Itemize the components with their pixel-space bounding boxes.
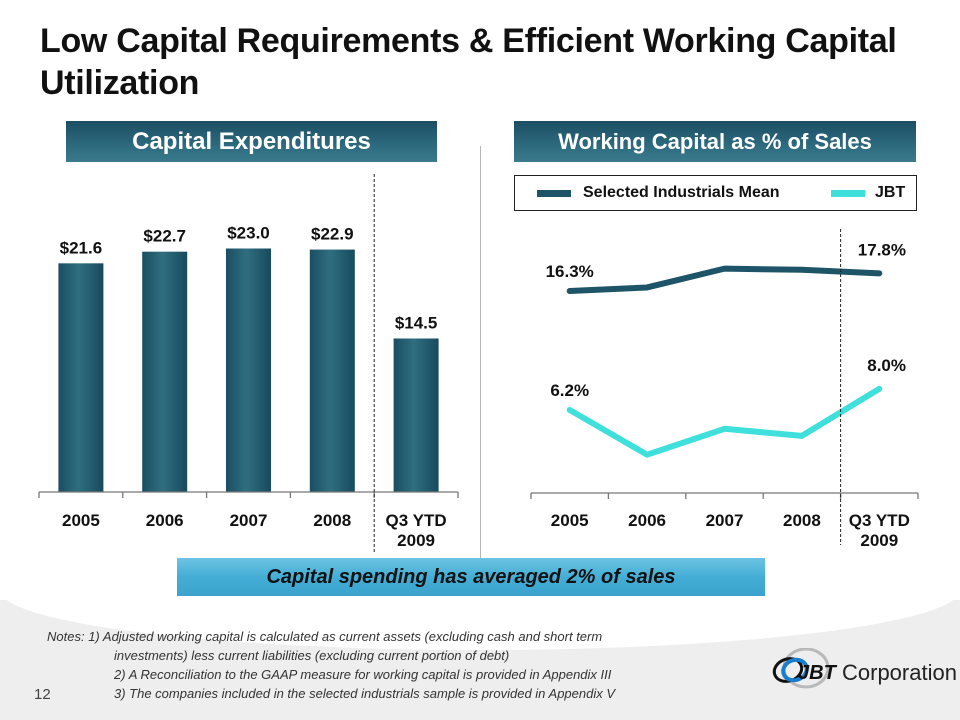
logo-text: Corporation (842, 660, 957, 685)
x-tick-label: 2006 (628, 511, 666, 530)
working-capital-chart: 16.3% 17.8% 6.2% 8.0% 2005 2006 2007 2008 Q3 YTD… (530, 229, 919, 550)
x-tick-label: Q3 YTD (849, 511, 910, 530)
bar-data-label: $23.0 (227, 224, 270, 243)
legend-label-mean: Selected Industrials Mean (583, 184, 780, 201)
x-tick-label: 2005 (62, 511, 100, 530)
x-tick-label: 2007 (230, 511, 268, 530)
logo-mark: JBT (798, 662, 838, 684)
x-tick-label: 2007 (706, 511, 744, 530)
bar-data-label: $22.9 (311, 225, 354, 244)
capex-chart: $21.6 $22.7 $23.0 $22.9 $14.5 2005 2006 2007 200… (38, 174, 459, 552)
x-tick-label: 2006 (146, 511, 184, 530)
legend-label-jbt: JBT (875, 184, 906, 201)
notes-prefix: Notes: (47, 629, 85, 644)
line-data-label: 16.3% (546, 262, 594, 281)
slide-title: Low Capital Requirements & Efficient Wor… (40, 22, 897, 102)
x-tick-label: 2008 (313, 511, 351, 530)
bar (142, 251, 188, 492)
legend-swatch-mean (537, 190, 571, 197)
footnotes: Notes: 1) Adjusted working capital is ca… (47, 627, 747, 703)
x-tick-label: 2009 (860, 531, 898, 550)
bar-data-label: $22.7 (143, 227, 186, 246)
jbt-logo-icon: JBT (772, 648, 838, 689)
legend-swatch-jbt (831, 190, 865, 197)
line-data-label: 6.2% (550, 381, 589, 400)
bar (226, 248, 271, 492)
bar-data-label: $14.5 (395, 313, 438, 332)
bar (58, 263, 104, 492)
series-line-jbt (566, 385, 883, 458)
bar-data-label: $21.6 (60, 238, 103, 257)
note-1: 1) Adjusted working capital is calculate… (88, 629, 603, 644)
page-number: 12 (34, 686, 51, 703)
note-1-continued: investments) less current liabilities (e… (114, 648, 510, 663)
x-tick-label: Q3 YTD (386, 511, 447, 530)
x-tick-label: 2005 (551, 511, 589, 530)
series-line-mean (566, 265, 883, 294)
chart-legend: Selected Industrials Mean JBT (514, 175, 917, 211)
panel-divider (480, 146, 481, 560)
callout-banner: Capital spending has averaged 2% of sale… (177, 558, 765, 596)
line-data-label: 17.8% (858, 240, 906, 259)
note-row-1: Notes: 1) Adjusted working capital is ca… (47, 627, 747, 646)
line-data-label: 8.0% (867, 356, 906, 375)
bar (309, 249, 355, 492)
x-tick-label: 2008 (783, 511, 821, 530)
note-2: 2) A Reconciliation to the GAAP measure … (114, 667, 612, 682)
working-capital-chart-title: Working Capital as % of Sales (514, 121, 916, 162)
bar (393, 338, 439, 492)
capex-chart-title: Capital Expenditures (66, 121, 437, 162)
x-tick-label: 2009 (397, 531, 435, 550)
note-3: 3) The companies included in the selecte… (114, 686, 616, 701)
